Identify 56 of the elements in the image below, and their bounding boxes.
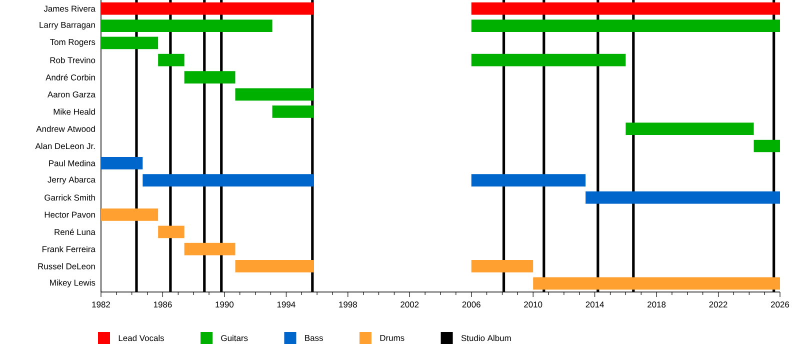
bar <box>471 260 534 272</box>
bar <box>101 156 143 170</box>
x-tick-label: 2006 <box>462 302 480 308</box>
x-tick-label: 1982 <box>92 302 110 308</box>
bar <box>471 174 586 187</box>
bar <box>184 242 236 256</box>
bar <box>471 2 780 15</box>
legend-label: Studio Album <box>461 334 511 342</box>
bar <box>101 36 158 50</box>
x-tick-label: 2026 <box>771 302 790 308</box>
bar <box>471 20 780 32</box>
x-tick-label: 2018 <box>648 302 666 308</box>
bar <box>235 260 314 272</box>
x-tick-label: 2014 <box>586 302 604 308</box>
x-tick-label: 2002 <box>400 302 419 308</box>
y-tick-label: James Rivera <box>44 5 96 12</box>
bar <box>101 20 272 32</box>
x-tick-label: 1990 <box>216 302 234 308</box>
bar <box>158 54 184 66</box>
bar <box>586 191 780 204</box>
y-tick-label: René Luna <box>54 228 96 236</box>
bar <box>533 277 780 290</box>
y-tick-label: Mikey Lewis <box>50 279 96 288</box>
bar <box>142 174 314 187</box>
bar <box>235 88 314 101</box>
bar <box>101 208 158 221</box>
legend-label: Guitars <box>221 334 248 342</box>
y-tick-label: André Corbin <box>46 74 95 80</box>
bar <box>158 226 184 238</box>
y-tick-label: Larry Barragan <box>40 22 95 30</box>
legend-label: Drums <box>380 335 404 341</box>
x-tick-label: 2010 <box>524 302 542 308</box>
y-tick-label: Garrick Smith <box>44 194 95 201</box>
y-tick-label: Andrew Atwood <box>36 126 95 132</box>
x-tick-label: 1994 <box>277 302 296 308</box>
y-tick-label: Alan DeLeon Jr. <box>35 142 95 150</box>
bar <box>471 54 626 66</box>
bar <box>101 2 314 15</box>
x-tick-label: 1998 <box>339 302 357 308</box>
y-tick-label: Aaron Garza <box>47 91 96 98</box>
y-tick-label: Frank Ferreira <box>42 246 96 252</box>
legend-label: Bass <box>305 335 323 341</box>
y-tick-label: Rob Trevino <box>50 57 96 64</box>
bar <box>184 71 236 84</box>
y-tick-label: Russel DeLeon <box>38 263 95 270</box>
x-tick-label: 2022 <box>709 302 728 308</box>
bar <box>272 105 314 118</box>
legend-label: Lead Vocals <box>118 334 164 342</box>
y-tick-label: Tom Rogers <box>50 39 96 47</box>
x-tick-label: 1986 <box>154 302 172 308</box>
y-tick-label: Hector Pavon <box>44 212 95 218</box>
bar <box>754 140 780 152</box>
y-tick-label: Jerry Abarca <box>48 176 96 184</box>
bar <box>626 122 754 136</box>
y-tick-label: Paul Medina <box>49 160 96 166</box>
y-tick-label: Mike Heald <box>54 108 95 115</box>
